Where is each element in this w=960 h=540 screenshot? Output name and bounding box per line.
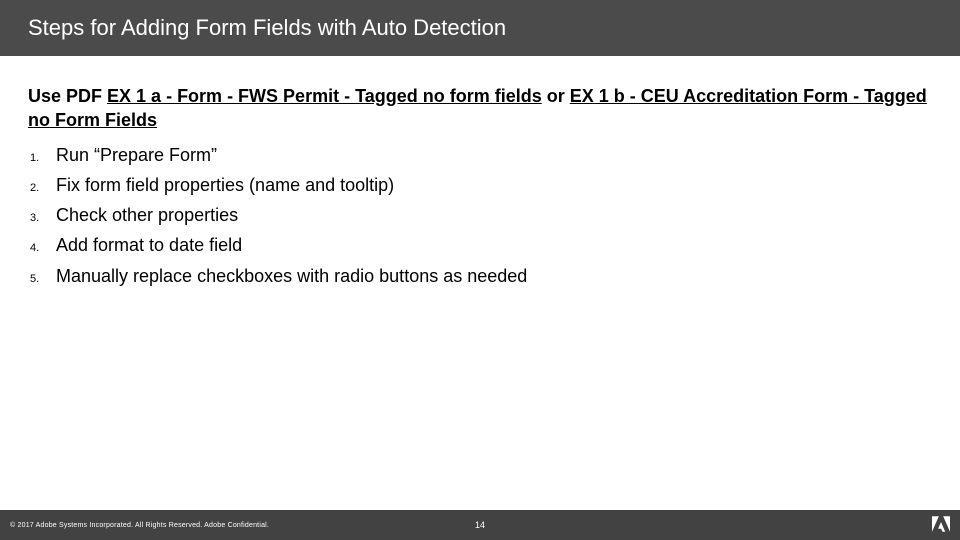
slide: Steps for Adding Form Fields with Auto D…: [0, 0, 960, 540]
list-item: Manually replace checkboxes with radio b…: [30, 264, 932, 288]
step-text: Run “Prepare Form”: [56, 143, 217, 167]
slide-title: Steps for Adding Form Fields with Auto D…: [28, 15, 506, 41]
step-text: Add format to date field: [56, 233, 242, 257]
copyright-text: © 2017 Adobe Systems Incorporated. All R…: [0, 522, 269, 529]
step-text: Check other properties: [56, 203, 238, 227]
page-number: 14: [475, 520, 485, 530]
list-item: Fix form field properties (name and tool…: [30, 173, 932, 197]
intro-prefix: Use PDF: [28, 86, 107, 106]
steps-list: Run “Prepare Form” Fix form field proper…: [30, 143, 932, 288]
list-item: Run “Prepare Form”: [30, 143, 932, 167]
list-item: Check other properties: [30, 203, 932, 227]
adobe-logo-icon: [932, 516, 950, 534]
step-text: Manually replace checkboxes with radio b…: [56, 264, 527, 288]
step-text: Fix form field properties (name and tool…: [56, 173, 394, 197]
intro-text: Use PDF EX 1 a - Form - FWS Permit - Tag…: [28, 84, 932, 133]
intro-link-1[interactable]: EX 1 a - Form - FWS Permit - Tagged no f…: [107, 86, 542, 106]
list-item: Add format to date field: [30, 233, 932, 257]
footer: © 2017 Adobe Systems Incorporated. All R…: [0, 510, 960, 540]
slide-content: Use PDF EX 1 a - Form - FWS Permit - Tag…: [0, 56, 960, 288]
title-bar: Steps for Adding Form Fields with Auto D…: [0, 0, 960, 56]
intro-mid: or: [542, 86, 570, 106]
